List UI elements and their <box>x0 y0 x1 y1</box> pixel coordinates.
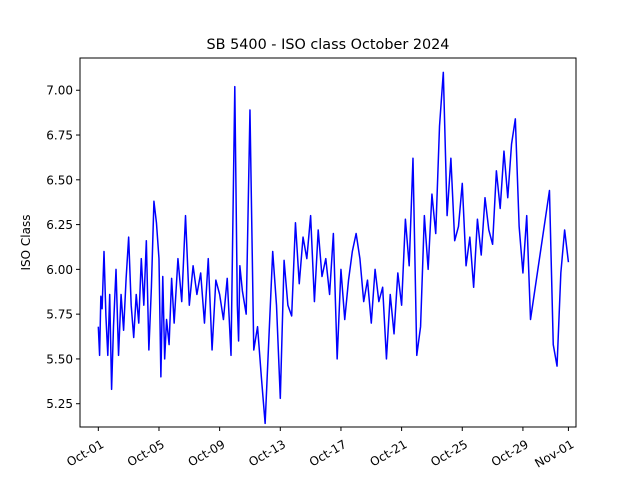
plot-area <box>97 71 570 425</box>
y-tick-label: 5.25 <box>46 397 73 411</box>
y-axis-label: ISO Class <box>19 215 33 271</box>
y-tick-label: 5.75 <box>46 308 73 322</box>
chart-title: SB 5400 - ISO class October 2024 <box>207 37 450 53</box>
y-tick-label: 6.75 <box>46 129 73 143</box>
y-tick-label: 6.00 <box>46 263 73 277</box>
y-tick-label: 7.00 <box>46 84 73 98</box>
y-tick-label: 6.50 <box>46 173 73 187</box>
y-tick-label: 6.25 <box>46 218 73 232</box>
series-line-0 <box>97 71 570 425</box>
axes-frame <box>79 57 577 428</box>
y-tick-label: 5.50 <box>46 352 73 366</box>
